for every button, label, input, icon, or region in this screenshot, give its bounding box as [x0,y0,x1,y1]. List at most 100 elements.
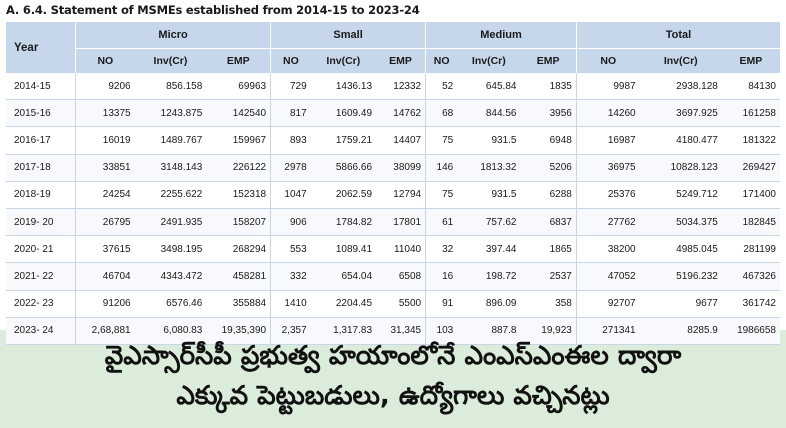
header-group-small: Small [270,22,426,49]
cell-year: 2022- 23 [6,290,76,318]
cell-medium-inv: 931.5 [457,126,521,155]
cell-small-no: 553 [270,235,311,264]
table-row: 2019- 20 26795 2491.935 158207 906 1784.… [6,208,780,237]
table-row: 2022- 23 91206 6576.46 355884 1410 2204.… [6,290,780,318]
cell-small-emp: 17801 [376,208,426,237]
header-year: Year [6,22,76,73]
table-panel: A. 6.4. Statement of MSMEs established f… [0,0,786,345]
header-small-inv: Inv(Cr) [310,48,377,73]
cell-medium-emp: 358 [520,290,577,318]
header-total-no: NO [575,48,640,73]
cell-total-emp: 84130 [721,73,780,101]
header-row-subcolumns: NO Inv(Cr) EMP NO Inv(Cr) EMP NO Inv(Cr)… [6,48,780,73]
cell-small-no: 817 [270,99,311,128]
cell-micro-inv: 2255.622 [134,181,207,209]
cell-small-inv: 1436.13 [310,73,377,101]
cell-year: 2015-16 [6,99,76,128]
cell-small-no: 893 [270,126,311,155]
cell-total-emp: 467326 [721,262,780,291]
cell-medium-no: 91 [425,290,458,318]
table-title: A. 6.4. Statement of MSMEs established f… [6,3,420,17]
cell-micro-emp: 142540 [206,99,271,128]
cell-year: 2021- 22 [6,262,76,291]
cell-total-no: 38200 [575,235,640,264]
cell-small-no: 2978 [270,154,311,182]
cell-micro-inv: 6576.46 [134,290,207,318]
cell-small-inv: 1609.49 [310,99,377,128]
cell-total-inv: 3697.925 [639,99,722,128]
table-row: 2021- 22 46704 4343.472 458281 332 654.0… [6,262,780,291]
cell-medium-no: 68 [425,99,458,128]
cell-small-no: 2,357 [270,317,311,345]
header-small-no: NO [270,48,311,73]
cell-micro-no: 9206 [75,73,135,101]
cell-medium-no: 52 [425,73,458,101]
header-total-inv: Inv(Cr) [639,48,722,73]
cell-medium-emp: 6948 [520,126,577,155]
cell-small-inv: 1759.21 [310,126,377,155]
cell-medium-no: 75 [425,181,458,209]
cell-micro-inv: 856.158 [134,73,207,101]
cell-total-emp: 1986658 [721,317,780,345]
cell-micro-inv: 2491.935 [134,208,207,237]
cell-micro-emp: 159967 [206,126,271,155]
table-row: 2023- 24 2,68,881 6,080.83 19,35,390 2,3… [6,317,780,345]
telugu-caption: వైఎస్సార్‌సీపీ ప్రభుత్వ హయాంలోనే ఎంఎస్‌ఎ… [0,336,786,416]
cell-micro-no: 16019 [75,126,135,155]
cell-micro-inv: 1243.875 [134,99,207,128]
table-row: 2017-18 33851 3148.143 226122 2978 5866.… [6,154,780,182]
cell-small-inv: 1,317.83 [310,317,377,345]
cell-small-no: 332 [270,262,311,291]
cell-micro-no: 26795 [75,208,135,237]
msme-statement-table: Year Micro Small Medium Total NO Inv(Cr)… [6,22,780,345]
cell-medium-inv: 757.62 [457,208,521,237]
cell-year: 2019- 20 [6,208,76,237]
cell-small-emp: 14407 [376,126,426,155]
cell-total-no: 9987 [575,73,640,101]
cell-micro-emp: 226122 [206,154,271,182]
cell-micro-no: 13375 [75,99,135,128]
header-micro-inv: Inv(Cr) [134,48,207,73]
cell-medium-inv: 645.84 [457,73,521,101]
cell-micro-no: 33851 [75,154,135,182]
cell-micro-emp: 355884 [206,290,271,318]
cell-total-inv: 4985.045 [639,235,722,264]
cell-medium-inv: 1813.32 [457,154,521,182]
cell-medium-inv: 844.56 [457,99,521,128]
header-row-groups: Year Micro Small Medium Total [6,22,780,73]
cell-medium-inv: 931.5 [457,181,521,209]
header-medium-no: NO [425,48,458,73]
cell-small-emp: 38099 [376,154,426,182]
cell-small-emp: 11040 [376,235,426,264]
header-micro-no: NO [75,48,135,73]
table-row: 2015-16 13375 1243.875 142540 817 1609.4… [6,99,780,128]
cell-micro-no: 91206 [75,290,135,318]
cell-micro-emp: 158207 [206,208,271,237]
cell-medium-no: 103 [425,317,458,345]
cell-medium-emp: 3956 [520,99,577,128]
cell-micro-emp: 152318 [206,181,271,209]
cell-small-emp: 5500 [376,290,426,318]
cell-medium-emp: 5206 [520,154,577,182]
cell-total-inv: 8285.9 [639,317,722,345]
cell-total-inv: 2938.128 [639,73,722,101]
cell-year: 2016-17 [6,126,76,155]
cell-total-no: 16987 [575,126,640,155]
header-group-micro: Micro [75,22,271,49]
cell-small-inv: 654.04 [310,262,377,291]
cell-medium-emp: 2537 [520,262,577,291]
cell-micro-inv: 4343.472 [134,262,207,291]
cell-micro-no: 46704 [75,262,135,291]
cell-medium-no: 16 [425,262,458,291]
cell-total-inv: 4180.477 [639,126,722,155]
cell-medium-inv: 887.8 [457,317,521,345]
caption-line-2: ఎక్కువ పెట్టుబడులు, ఉద్యోగాలు వచ్చినట్లు [176,381,610,411]
cell-small-emp: 12794 [376,181,426,209]
cell-total-inv: 10828.123 [639,154,722,182]
cell-small-emp: 6508 [376,262,426,291]
cell-small-inv: 5866.66 [310,154,377,182]
cell-total-inv: 5249.712 [639,181,722,209]
cell-medium-emp: 19,923 [520,317,577,345]
cell-year: 2014-15 [6,73,76,101]
cell-total-no: 92707 [575,290,640,318]
